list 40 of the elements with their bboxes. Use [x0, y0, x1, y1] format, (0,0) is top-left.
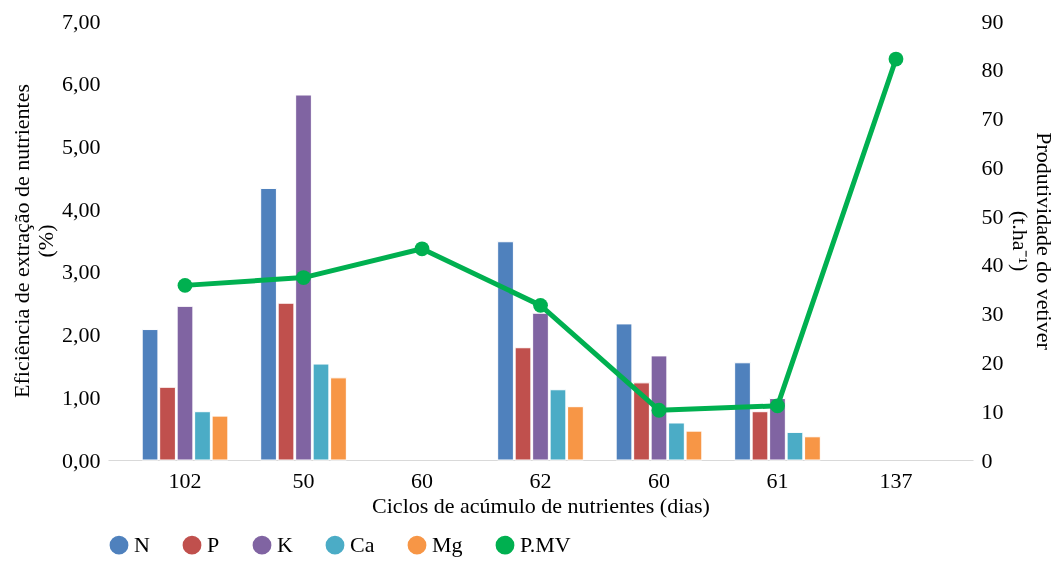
legend-label: K: [277, 532, 293, 558]
x-tick-label: 50: [292, 467, 315, 493]
point: [414, 241, 430, 257]
y-tick-label: 5,00: [62, 133, 101, 159]
point: [770, 398, 785, 414]
y-tick-label: 4,00: [62, 196, 101, 222]
y2-tick-label: 70: [981, 106, 1004, 132]
y2-tick-label: 80: [981, 57, 1004, 83]
y-tick-label: 7,00: [62, 8, 101, 34]
y2-axis-title: Produtividade do vetiver (t.ha⁻¹): [1007, 132, 1057, 351]
x-tick-label: 61: [766, 467, 789, 493]
y-tick-label: 1,00: [62, 384, 101, 410]
x-tick-label: 62: [529, 467, 552, 493]
y2-tick-label: 30: [981, 301, 1004, 327]
point: [533, 297, 548, 313]
legend-label: Ca: [350, 532, 375, 558]
point: [888, 51, 904, 67]
y-tick-label: 0,00: [62, 447, 101, 473]
x-tick-label: 60: [647, 467, 670, 493]
y2-tick-label: 50: [981, 203, 1004, 229]
x-axis-title: Ciclos de acúmulo de nutrientes (dias): [372, 492, 710, 518]
legend-label: P.MV: [520, 532, 571, 558]
legend-label: P: [207, 532, 220, 558]
legend-label: N: [134, 532, 150, 558]
y-tick-label: 2,00: [62, 322, 101, 348]
y-axis-title: Eficiência de extração de nutrientes (%): [9, 84, 58, 398]
y2-tick-label: 20: [981, 349, 1004, 375]
y2-tick-label: 90: [981, 8, 1004, 34]
x-tick-label: 102: [168, 467, 202, 493]
y-tick-label: 6,00: [62, 71, 101, 97]
y2-tick-label: 0: [981, 447, 993, 473]
y-tick-label: 3,00: [62, 259, 101, 285]
x-tick-label: 137: [879, 467, 913, 493]
y2-tick-label: 60: [981, 154, 1004, 180]
legend-label: Mg: [432, 532, 463, 558]
point: [177, 277, 193, 293]
x-tick-label: 60: [411, 467, 434, 493]
point: [296, 270, 311, 285]
y2-tick-label: 40: [981, 252, 1004, 278]
y2-tick-label: 10: [981, 398, 1004, 424]
